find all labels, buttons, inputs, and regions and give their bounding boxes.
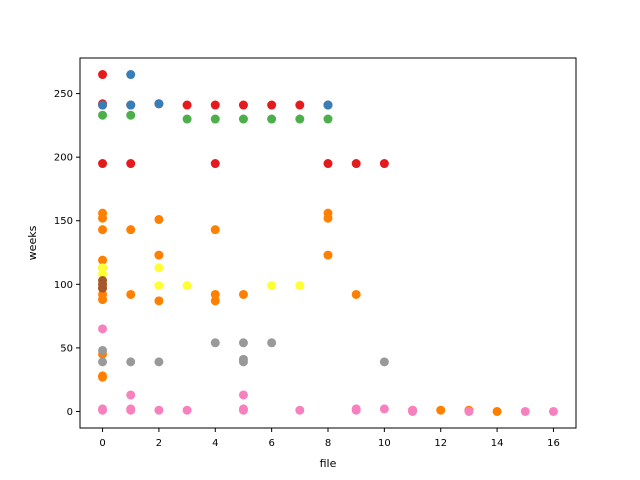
data-point bbox=[323, 250, 333, 260]
data-point bbox=[238, 390, 248, 400]
data-point bbox=[295, 114, 305, 124]
x-tick-label: 6 bbox=[268, 438, 274, 449]
data-point bbox=[492, 406, 502, 416]
x-axis-label: file bbox=[320, 457, 337, 470]
data-point bbox=[238, 338, 248, 348]
data-point bbox=[98, 110, 108, 120]
data-point bbox=[98, 324, 108, 334]
data-point bbox=[98, 263, 108, 273]
data-point bbox=[379, 357, 389, 367]
data-point bbox=[154, 296, 164, 306]
data-point bbox=[436, 405, 446, 415]
data-point bbox=[379, 404, 389, 414]
x-axis-ticks: 0 2 4 6 8 10 12 14 16 bbox=[99, 428, 560, 449]
data-point bbox=[154, 357, 164, 367]
data-point bbox=[323, 114, 333, 124]
data-point bbox=[267, 338, 277, 348]
data-point bbox=[323, 100, 333, 110]
data-point bbox=[238, 114, 248, 124]
data-point bbox=[126, 110, 136, 120]
data-point bbox=[126, 357, 136, 367]
data-point bbox=[295, 100, 305, 110]
y-axis-ticks: 0 50 100 150 200 250 bbox=[54, 89, 80, 418]
data-point bbox=[351, 405, 361, 415]
data-point bbox=[98, 357, 108, 367]
data-point bbox=[210, 114, 220, 124]
data-point bbox=[351, 159, 361, 169]
data-point bbox=[210, 225, 220, 235]
data-point bbox=[98, 372, 108, 382]
data-point bbox=[295, 405, 305, 415]
data-point bbox=[126, 289, 136, 299]
data-point bbox=[154, 405, 164, 415]
data-point bbox=[238, 357, 248, 367]
data-point bbox=[182, 405, 192, 415]
data-point bbox=[182, 100, 192, 110]
data-point bbox=[98, 269, 108, 279]
x-tick-label: 14 bbox=[491, 438, 504, 449]
data-point bbox=[323, 159, 333, 169]
data-point bbox=[98, 225, 108, 235]
data-point bbox=[154, 263, 164, 273]
data-point bbox=[126, 405, 136, 415]
data-point bbox=[210, 338, 220, 348]
data-point bbox=[98, 255, 108, 265]
y-axis-label: weeks bbox=[26, 225, 39, 260]
data-point bbox=[238, 100, 248, 110]
data-point bbox=[379, 159, 389, 169]
data-point bbox=[238, 289, 248, 299]
data-point bbox=[520, 406, 530, 416]
data-point bbox=[126, 100, 136, 110]
data-point bbox=[267, 100, 277, 110]
data-point bbox=[98, 283, 108, 293]
plot-frame bbox=[79, 57, 577, 429]
data-point bbox=[182, 114, 192, 124]
data-point bbox=[154, 99, 164, 109]
y-tick-label: 50 bbox=[60, 343, 73, 354]
data-point bbox=[351, 289, 361, 299]
x-tick-label: 0 bbox=[99, 438, 105, 449]
data-point bbox=[98, 405, 108, 415]
data-point bbox=[126, 70, 136, 80]
data-point bbox=[98, 295, 108, 305]
y-tick-label: 200 bbox=[54, 153, 73, 164]
data-point bbox=[408, 406, 418, 416]
data-point bbox=[295, 281, 305, 291]
data-point bbox=[98, 100, 108, 110]
data-point bbox=[238, 405, 248, 415]
x-tick-label: 10 bbox=[378, 438, 391, 449]
x-tick-label: 4 bbox=[212, 438, 218, 449]
data-point bbox=[98, 213, 108, 223]
data-point bbox=[210, 100, 220, 110]
data-point bbox=[323, 213, 333, 223]
data-point bbox=[182, 281, 192, 291]
y-tick-label: 250 bbox=[54, 89, 73, 100]
data-point bbox=[210, 289, 220, 299]
data-point bbox=[98, 345, 108, 355]
y-tick-label: 0 bbox=[67, 407, 73, 418]
data-point bbox=[210, 159, 220, 169]
data-point bbox=[126, 225, 136, 235]
y-tick-label: 100 bbox=[54, 280, 73, 291]
data-point bbox=[267, 114, 277, 124]
data-point bbox=[210, 296, 220, 306]
data-point bbox=[98, 70, 108, 80]
data-point bbox=[154, 214, 164, 224]
data-points bbox=[98, 70, 558, 416]
data-point bbox=[98, 159, 108, 169]
y-tick-label: 150 bbox=[54, 216, 73, 227]
x-tick-label: 12 bbox=[434, 438, 447, 449]
data-point bbox=[267, 281, 277, 291]
data-point bbox=[464, 406, 474, 416]
data-point bbox=[154, 250, 164, 260]
data-point bbox=[126, 159, 136, 169]
x-tick-label: 2 bbox=[156, 438, 162, 449]
data-point bbox=[154, 281, 164, 291]
data-point bbox=[548, 406, 558, 416]
x-tick-label: 8 bbox=[325, 438, 331, 449]
data-point bbox=[126, 390, 136, 400]
x-tick-label: 16 bbox=[547, 438, 560, 449]
